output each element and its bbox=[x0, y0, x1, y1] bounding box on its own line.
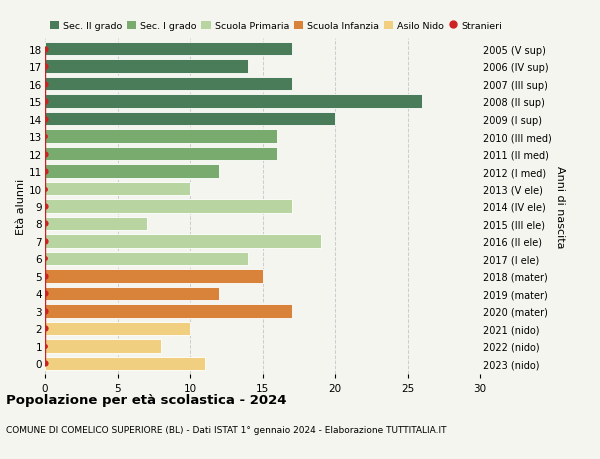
Text: Popolazione per età scolastica - 2024: Popolazione per età scolastica - 2024 bbox=[6, 393, 287, 406]
Bar bbox=[45, 43, 292, 56]
Bar bbox=[45, 217, 146, 231]
Bar bbox=[45, 78, 292, 91]
Bar bbox=[45, 60, 248, 74]
Bar bbox=[45, 112, 335, 126]
Bar bbox=[45, 322, 190, 336]
Bar bbox=[45, 269, 263, 283]
Bar bbox=[45, 357, 205, 370]
Bar bbox=[45, 147, 277, 161]
Bar bbox=[45, 287, 219, 301]
Bar bbox=[45, 130, 277, 144]
Bar bbox=[45, 339, 161, 353]
Y-axis label: Anni di nascita: Anni di nascita bbox=[556, 165, 565, 248]
Bar bbox=[45, 200, 292, 213]
Legend: Sec. II grado, Sec. I grado, Scuola Primaria, Scuola Infanzia, Asilo Nido, Stran: Sec. II grado, Sec. I grado, Scuola Prim… bbox=[50, 22, 502, 31]
Bar bbox=[45, 235, 320, 248]
Text: COMUNE DI COMELICO SUPERIORE (BL) - Dati ISTAT 1° gennaio 2024 - Elaborazione TU: COMUNE DI COMELICO SUPERIORE (BL) - Dati… bbox=[6, 425, 446, 434]
Bar bbox=[45, 304, 292, 318]
Bar bbox=[45, 252, 248, 266]
Bar bbox=[45, 95, 422, 109]
Y-axis label: Età alunni: Età alunni bbox=[16, 179, 26, 235]
Bar bbox=[45, 165, 219, 179]
Bar bbox=[45, 182, 190, 196]
